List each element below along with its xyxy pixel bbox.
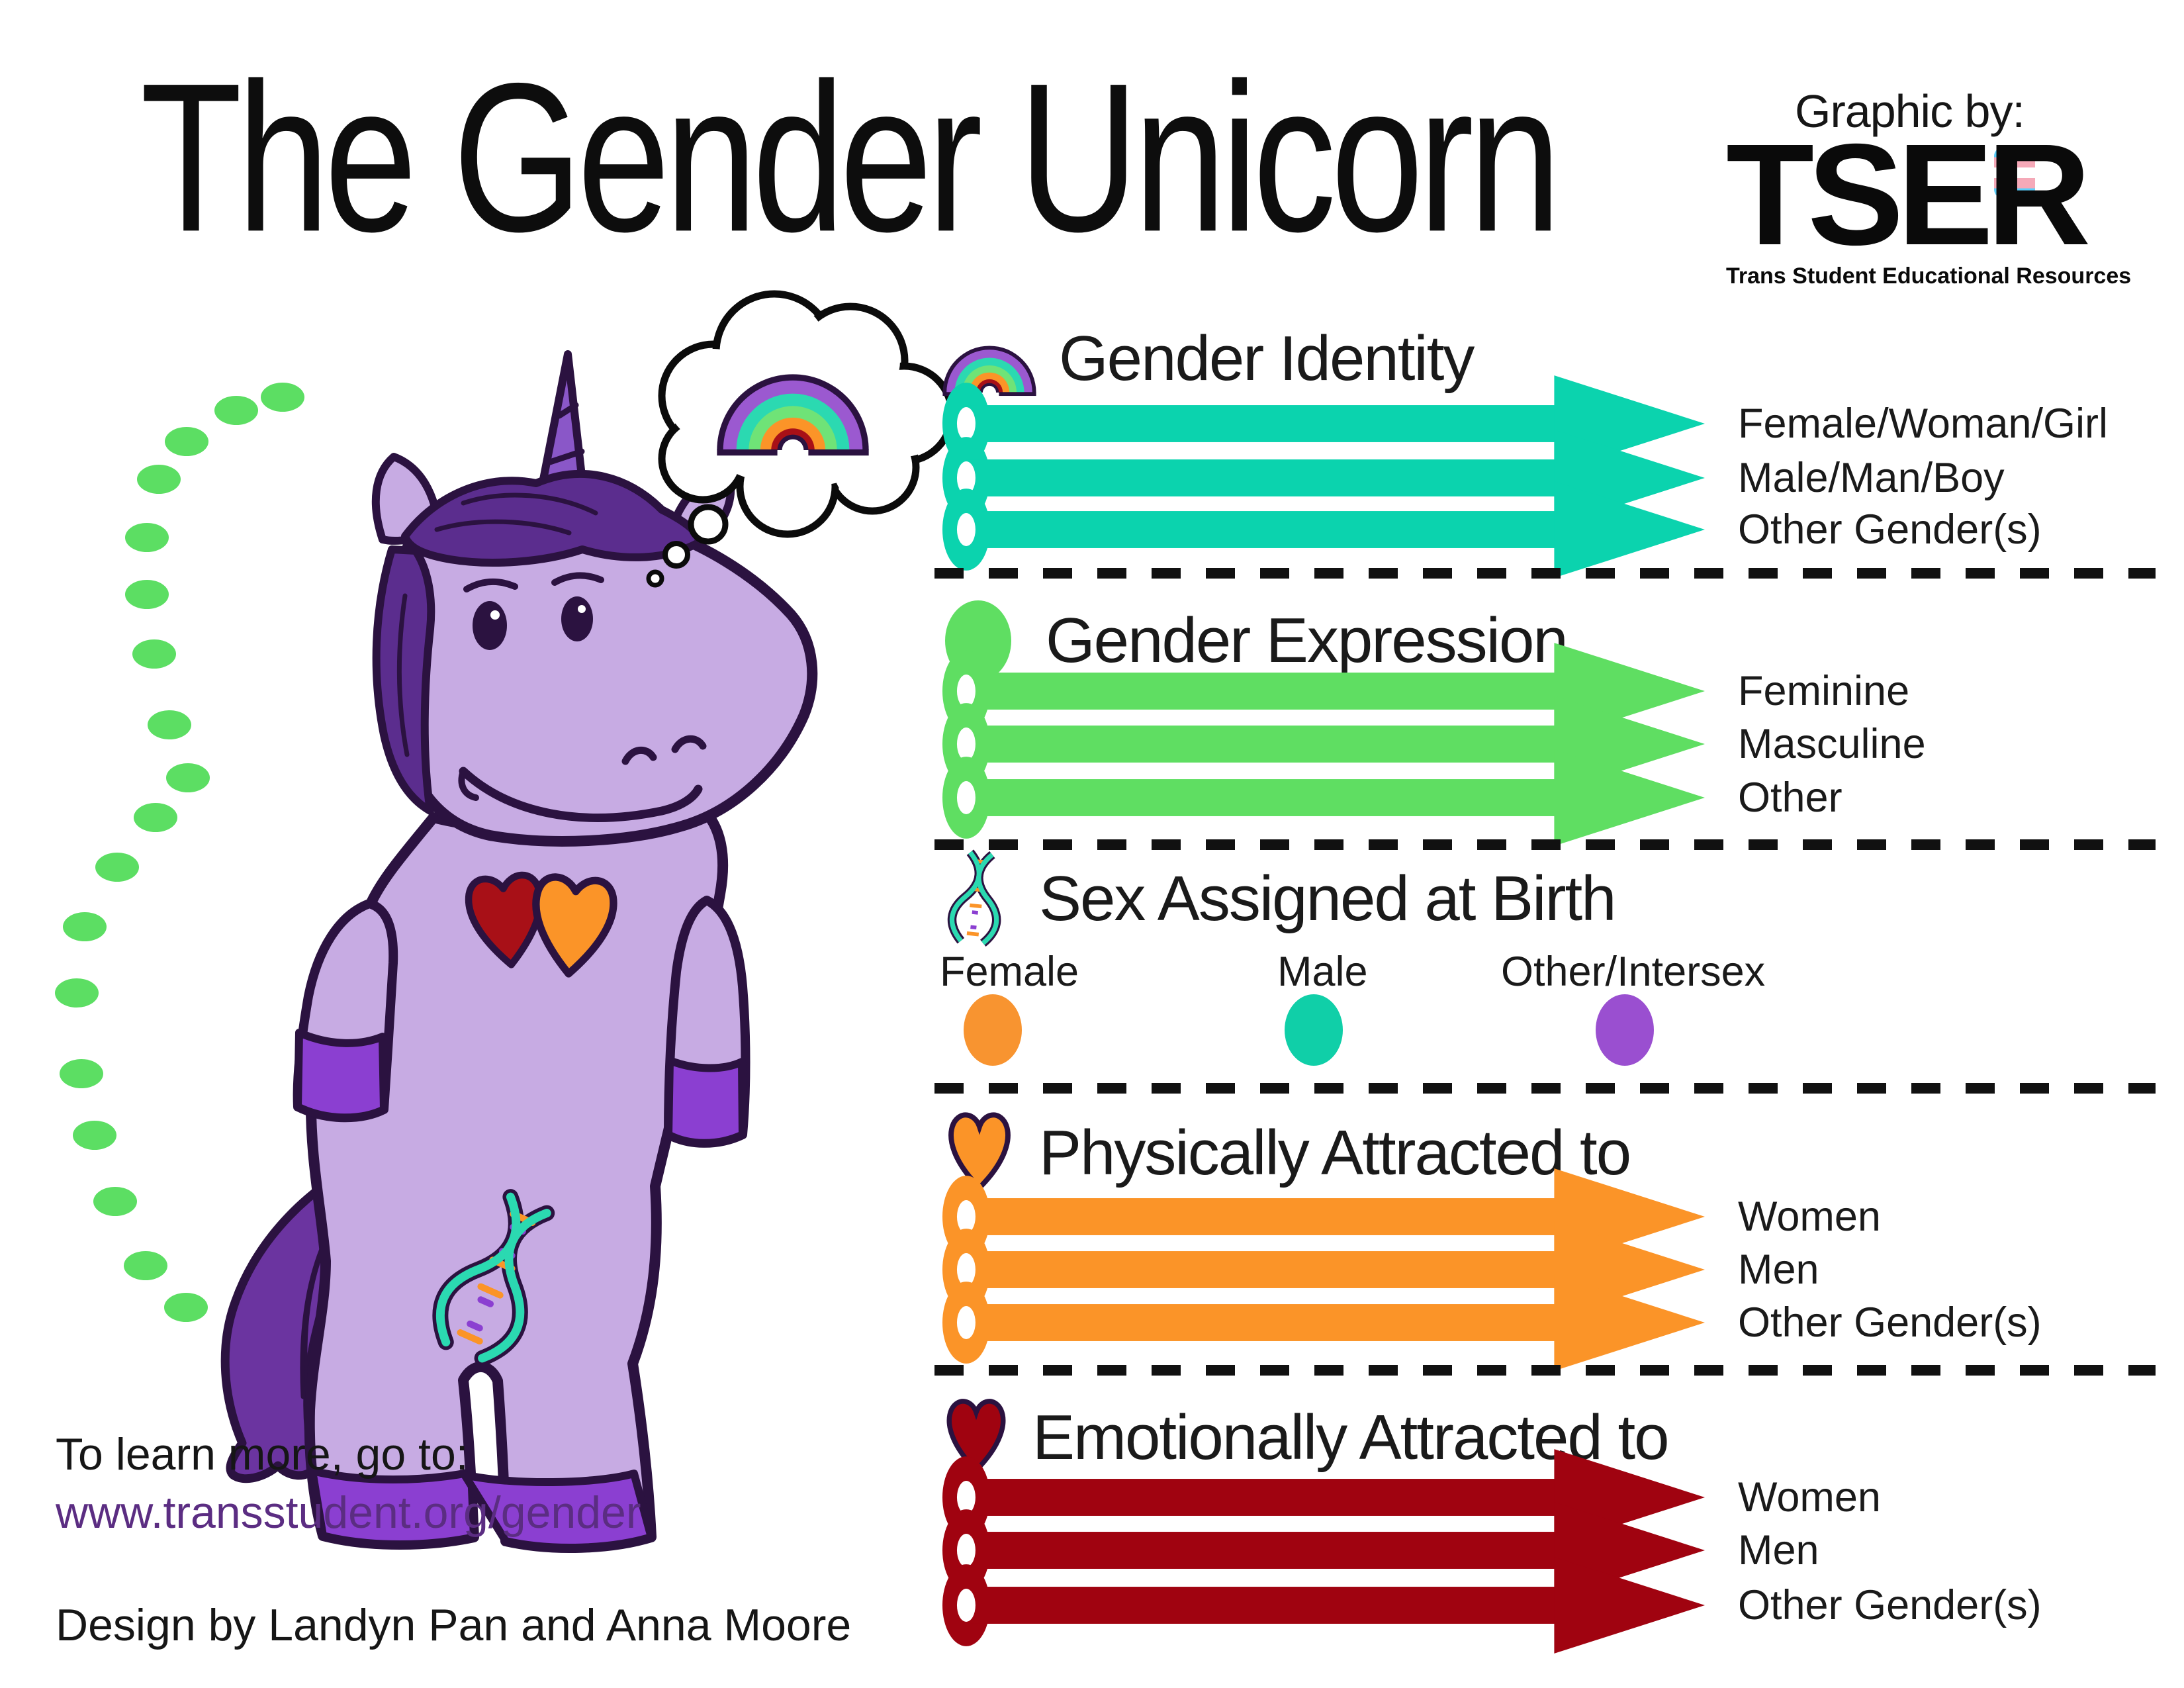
spectrum-label: Other Gender(s) — [1738, 1582, 2042, 1628]
tser-logo-text: TSER — [1726, 115, 2091, 275]
spectrum-label: Male/Man/Boy — [1738, 455, 2005, 501]
unicorn-mane — [372, 469, 703, 815]
thought-bubble — [646, 290, 956, 588]
spectrum-arrow — [942, 643, 1706, 739]
graphic-by-label: Graphic by: — [1795, 85, 2025, 137]
left-arm-cuff — [294, 1029, 388, 1122]
spectrum-label: Masculine — [1738, 721, 1926, 767]
spectrum-arrow — [942, 749, 1706, 846]
gender-expression-row-3: Other — [940, 741, 1843, 854]
section-separator — [934, 839, 2156, 850]
spectrum-arrow — [942, 481, 1706, 578]
right-arm-cuff — [664, 1056, 747, 1147]
section-separator — [934, 568, 2156, 579]
tser-logo: TSER — [1726, 123, 2123, 275]
section-separator — [934, 1365, 2156, 1376]
transstudent-link[interactable]: www.transstudent.org/gender — [56, 1487, 641, 1538]
spectrum-label: Feminine — [1738, 668, 1910, 714]
section-heading: Sex Assigned at Birth — [1039, 863, 1617, 934]
tser-full-name: Trans Student Educational Resources — [1726, 263, 2132, 289]
unicorn-face — [458, 572, 707, 822]
spectrum-label: Men — [1738, 1527, 1819, 1573]
page-title: The Gender Unicorn — [140, 40, 1561, 276]
female-dot — [964, 994, 1022, 1066]
spectrum-label: Women — [1738, 1194, 1881, 1240]
gender-expression-row-1: Feminine — [940, 635, 1909, 747]
spectrum-label: Men — [1738, 1246, 1819, 1293]
section-physically-attracted-header: Physically Attracted to — [940, 1100, 1631, 1206]
unicorn — [220, 350, 818, 1553]
spectrum-arrow — [942, 1557, 1706, 1654]
spectrum-label: Other Gender(s) — [1738, 1299, 2042, 1346]
spectrum-label: Female/Woman/Girl — [1738, 400, 2108, 447]
chest-heart-red — [465, 871, 544, 968]
spectrum-label: Women — [1738, 1474, 1881, 1521]
design-credit: Design by Landyn Pan and Anna Moore — [56, 1600, 852, 1650]
physically-attracted-row-3: Other Gender(s) — [940, 1266, 2042, 1379]
section-heading: Physically Attracted to — [1039, 1117, 1631, 1188]
left-leg-cuff — [308, 1467, 478, 1548]
sab-option-label: Male — [1277, 949, 1368, 995]
emotionally-attracted-row-3: Other Gender(s) — [940, 1549, 2042, 1662]
section-sex-assigned-header: Sex Assigned at Birth — [940, 846, 1617, 952]
spectrum-arrow — [942, 1274, 1706, 1371]
section-gender-expression-header: Gender Expression — [940, 588, 1569, 694]
learn-more-label: To learn more, go to: — [56, 1429, 469, 1479]
section-heading: Gender Identity — [1059, 323, 1475, 394]
right-leg-cuff — [461, 1470, 655, 1552]
dna-icon — [940, 848, 1019, 951]
other-intersex-dot — [1596, 994, 1654, 1066]
sab-option-label: Female — [940, 949, 1079, 995]
trans-flag-stripes — [1994, 147, 2035, 199]
sab-option-label: Other/Intersex — [1501, 949, 1766, 995]
spectrum-label: Other — [1738, 774, 1843, 821]
chest-heart-orange — [532, 873, 617, 978]
spectrum-label: Other Gender(s) — [1738, 506, 2042, 553]
section-separator — [934, 1083, 2156, 1094]
green-dotted-arc — [55, 383, 304, 1322]
section-heading: Gender Expression — [1046, 605, 1569, 676]
section-gender-identity-header: Gender Identity — [940, 306, 1475, 412]
gender-identity-row-3: Other Gender(s) — [940, 473, 2042, 586]
male-dot — [1285, 994, 1343, 1066]
